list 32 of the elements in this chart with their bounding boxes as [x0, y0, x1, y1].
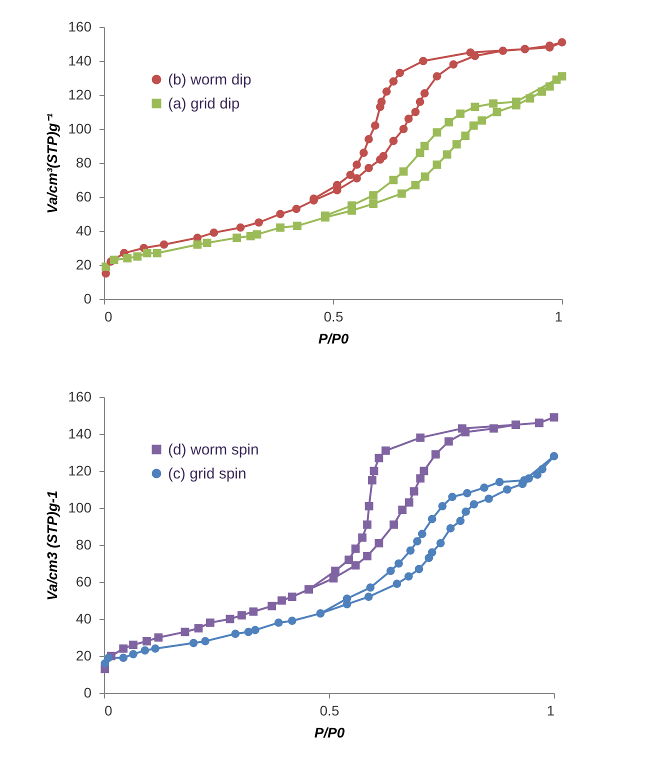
legend-label: (d) worm spin [168, 442, 259, 458]
y-tick-label: 40 [76, 610, 92, 626]
x-tick-label: 0 [104, 702, 112, 718]
y-tick-label: 0 [84, 684, 92, 700]
y-tick-label: 60 [76, 188, 92, 204]
y-tick-label: 160 [68, 388, 92, 404]
y-tick-label: 60 [76, 574, 92, 590]
y-axis-title: Va/cm3 (STP)g-1 [44, 490, 60, 600]
y-axis-title: Va/cm³(STP)g⁻¹ [44, 113, 60, 214]
x-tick-label: 0 [104, 308, 112, 324]
y-tick-label: 120 [68, 462, 92, 478]
x-axis-title: P/P0 [318, 330, 349, 346]
y-tick-label: 100 [68, 120, 92, 136]
legend-label: (a) grid dip [168, 96, 240, 112]
y-tick-label: 100 [68, 500, 92, 516]
y-tick-label: 140 [68, 52, 92, 68]
y-tick-label: 40 [76, 222, 92, 238]
y-tick-label: 80 [76, 536, 92, 552]
x-axis-title: P/P0 [314, 724, 345, 740]
x-tick-label: 1 [554, 308, 563, 324]
y-tick-label: 140 [68, 426, 92, 442]
x-tick-label: 0.5 [324, 308, 344, 324]
legend-label: (c) grid spin [168, 466, 246, 482]
x-tick-label: 0.5 [320, 702, 340, 718]
y-tick-label: 80 [76, 154, 92, 170]
x-tick-label: 1 [546, 702, 555, 718]
y-tick-label: 120 [68, 86, 92, 102]
y-tick-label: 160 [68, 18, 92, 34]
y-tick-label: 0 [84, 290, 92, 306]
legend-label: (b) worm dip [168, 72, 252, 88]
y-tick-label: 20 [76, 256, 92, 272]
y-tick-label: 20 [76, 648, 92, 664]
